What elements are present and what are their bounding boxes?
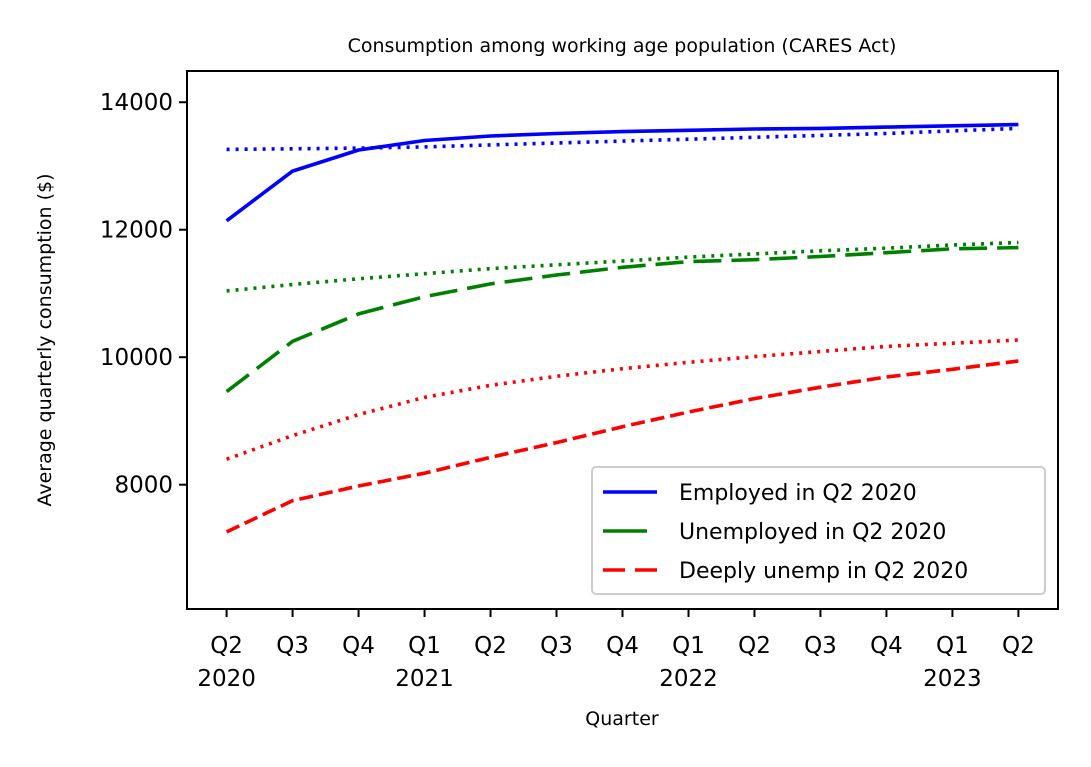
x-tick-label: Q3 <box>540 633 573 659</box>
x-tick-label: Q4 <box>870 633 903 659</box>
x-tick-year-label: 2023 <box>923 666 982 692</box>
x-tick-label: Q3 <box>276 633 309 659</box>
x-tick-year-label: 2021 <box>395 666 454 692</box>
x-tick-label: Q2 <box>738 633 771 659</box>
x-tick-label: Q2 <box>474 633 507 659</box>
x-tick-label: Q2 <box>1002 633 1035 659</box>
x-tick-label: Q3 <box>804 633 837 659</box>
y-tick-label: 8000 <box>114 473 173 499</box>
y-tick-label: 10000 <box>100 345 173 371</box>
legend: Employed in Q2 2020 Unemployed in Q2 2020… <box>591 466 1046 595</box>
x-tick-label: Q2 <box>210 633 243 659</box>
legend-label: Employed in Q2 2020 <box>679 481 917 506</box>
series-line-1 <box>226 126 1019 152</box>
series-line-5 <box>225 338 1019 461</box>
x-tick-label: Q1 <box>936 633 969 659</box>
series-line-2 <box>225 245 1019 394</box>
series-layer <box>225 122 1019 534</box>
y-tick-label: 14000 <box>100 90 173 116</box>
x-axis-label: Quarter <box>585 708 659 730</box>
y-axis-label: Average quarterly consumption ($) <box>34 173 56 506</box>
y-tick-label: 12000 <box>100 218 173 244</box>
x-tick-label: Q1 <box>408 633 441 659</box>
series-line-4 <box>225 359 1019 534</box>
series-line-3 <box>226 240 1019 293</box>
y-axis: 8000 10000 12000 14000 <box>100 90 187 499</box>
x-tick-year-label: 2020 <box>197 666 256 692</box>
x-tick-label: Q4 <box>342 633 375 659</box>
legend-label: Deeply unemp in Q2 2020 <box>679 559 968 584</box>
x-tick-year-label: 2022 <box>659 666 718 692</box>
x-axis: Q2 2020 Q3 Q4 Q1 2021 Q2 Q3 Q4 Q1 2022 Q2 Q3 Q4 Q1 2023… <box>197 609 1035 692</box>
legend-box <box>591 466 1046 595</box>
x-tick-label: Q1 <box>672 633 705 659</box>
series-line-0 <box>225 122 1019 223</box>
x-tick-label: Q4 <box>606 633 639 659</box>
legend-label: Unemployed in Q2 2020 <box>679 520 946 545</box>
chart-title: Consumption among working age population… <box>348 35 897 57</box>
